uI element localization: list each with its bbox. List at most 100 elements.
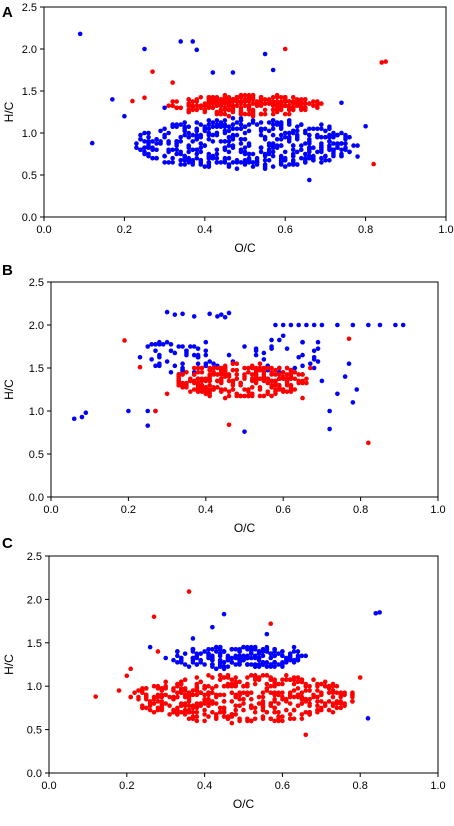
data-point [230,70,236,75]
data-point [248,718,254,724]
data-point [218,160,224,165]
data-point [355,154,360,159]
data-point [343,145,348,150]
data-point [145,408,151,414]
data-point [280,714,285,719]
data-point [283,707,289,713]
data-point [207,393,212,399]
data-point [299,653,305,659]
data-point [262,164,268,169]
data-point [206,122,212,127]
x-tick-label: 0.2 [117,224,132,236]
data-point [276,701,281,706]
data-point [311,365,317,371]
data-point [331,147,336,153]
data-point [194,718,200,724]
data-point [230,116,236,121]
data-point [180,361,185,367]
x-tick-label: 1.0 [430,780,445,792]
data-point [270,126,276,132]
data-point [245,690,250,696]
data-point [233,707,239,713]
data-point [178,134,183,140]
y-tick-label: 1.0 [27,681,42,693]
data-point [186,134,192,140]
data-point [226,372,232,377]
data-point [296,372,301,377]
data-point [195,365,201,371]
data-point [186,664,192,669]
data-point [355,143,360,148]
data-point [264,686,270,691]
data-point [326,707,332,713]
data-point [206,105,212,111]
data-point [178,139,183,144]
data-point [226,101,232,106]
data-point [218,120,224,125]
data-point [347,149,352,155]
data-point [335,132,340,138]
data-point [155,649,161,654]
data-point [199,370,205,375]
data-point [284,389,290,394]
data-point [221,649,227,654]
data-point [277,376,282,382]
data-point [215,385,220,390]
y-axis-title: H/C [2,379,16,400]
data-point [276,662,281,667]
data-point [319,378,325,384]
data-point [249,363,255,369]
data-point [128,666,133,672]
data-point [218,111,224,117]
data-point [250,101,256,106]
data-point [350,322,356,328]
data-point [379,60,384,65]
data-point [290,143,296,148]
data-point [221,666,227,672]
data-point [93,694,98,699]
data-point [210,624,215,630]
data-point [266,141,272,146]
data-point [194,705,200,711]
data-point [264,709,270,715]
data-point [261,365,267,371]
data-point [249,385,255,390]
data-point [182,709,188,715]
data-point [322,683,328,689]
data-point [268,703,274,709]
data-point [194,103,200,108]
data-point [365,716,371,721]
data-point [252,709,258,715]
data-point [136,696,141,702]
data-point [202,143,208,148]
data-point [290,147,296,153]
data-point [319,160,324,165]
data-point [229,655,235,661]
series-1 [130,46,389,167]
data-point [213,644,219,650]
data-point [254,155,260,161]
data-point [262,151,268,157]
data-point [170,160,175,165]
data-point [218,380,224,386]
data-point [150,69,155,74]
data-point [300,395,305,401]
data-point [199,365,205,371]
data-point [234,372,240,377]
data-point [237,718,242,724]
data-point [222,111,228,117]
data-point [164,339,170,345]
data-point [207,382,212,388]
data-point [286,137,292,142]
data-point [280,370,286,375]
data-point [273,372,278,377]
data-point [269,365,274,371]
data-point [233,703,239,709]
data-point [280,718,285,724]
data-point [252,716,258,722]
data-point [303,732,309,738]
data-point [195,389,201,394]
data-point [270,122,276,127]
data-point [191,365,197,371]
data-point [242,393,247,399]
